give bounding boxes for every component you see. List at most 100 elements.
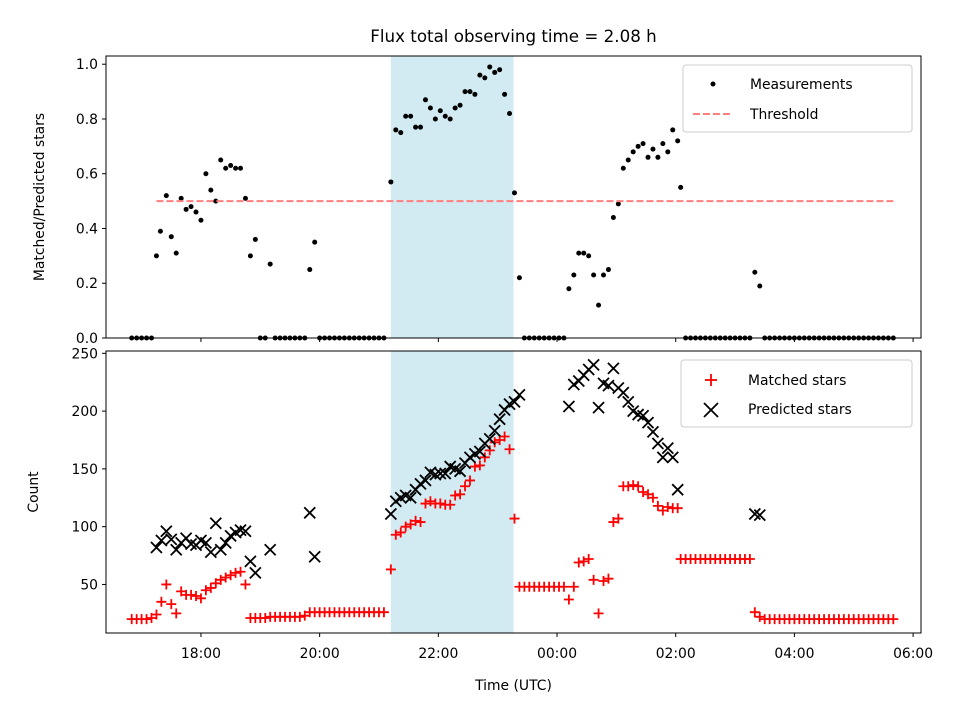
data-point-measurements	[203, 171, 209, 177]
data-point-matched-stars	[588, 574, 599, 585]
data-point-matched-stars	[633, 481, 644, 492]
bottom-y-tick-label: 200	[71, 404, 98, 420]
data-point-matched-stars	[240, 579, 251, 590]
data-point-predicted-stars	[592, 401, 605, 414]
legend-marker-matched	[705, 374, 717, 386]
data-point-predicted-stars	[508, 395, 521, 408]
data-point-predicted-stars	[622, 395, 635, 408]
data-point-matched-stars	[647, 492, 658, 503]
data-point-matched-stars	[489, 437, 500, 448]
data-point-measurements	[393, 127, 399, 133]
data-point-matched-stars	[558, 581, 569, 592]
data-point-measurements	[213, 198, 219, 204]
data-point-measurements	[610, 215, 616, 221]
data-point-predicted-stars	[384, 507, 397, 521]
data-point-measurements	[601, 272, 607, 278]
data-point-measurements	[670, 127, 676, 133]
data-point-measurements	[502, 91, 508, 97]
data-point-matched-stars	[484, 445, 495, 456]
data-point-matched-stars	[450, 490, 461, 501]
data-point-matched-stars	[628, 480, 639, 491]
data-point-measurements	[247, 253, 253, 259]
data-point-predicted-stars	[264, 543, 277, 556]
data-point-measurements	[635, 143, 641, 149]
data-point-matched-stars	[754, 611, 765, 622]
bottom-panel: 50 100 150 200 250 18:00 20:00 22:00 00:00 02:00…	[26, 346, 933, 694]
data-point-predicted-stars	[160, 525, 173, 538]
data-point-measurements	[413, 124, 419, 130]
data-point-measurements	[307, 267, 313, 273]
data-point-measurements	[233, 165, 239, 171]
top-y-tick-label: 0.0	[76, 331, 98, 347]
data-point-measurements	[437, 108, 443, 114]
data-point-matched-stars	[464, 475, 475, 486]
data-point-predicted-stars	[753, 508, 766, 522]
data-point-matched-stars	[568, 581, 579, 592]
data-point-matched-stars	[420, 498, 431, 509]
data-point-predicted-stars	[308, 550, 321, 563]
data-point-measurements	[625, 157, 631, 163]
data-point-matched-stars	[455, 489, 466, 500]
bottom-x-tick-label: 02:00	[656, 646, 696, 662]
data-point-measurements	[487, 64, 493, 70]
data-point-predicted-stars	[214, 543, 227, 556]
chart-title: Flux total observing time = 2.08 h	[370, 26, 656, 46]
top-y-tick-label: 1.0	[76, 57, 98, 73]
data-point-measurements	[163, 193, 169, 199]
data-point-matched-stars	[573, 557, 584, 568]
data-point-measurements	[571, 272, 577, 278]
data-point-matched-stars	[744, 554, 755, 565]
data-point-measurements	[457, 102, 463, 108]
data-point-matched-stars	[230, 567, 241, 578]
data-point-matched-stars	[225, 570, 236, 581]
bottom-series-marks	[126, 358, 899, 625]
top-axes-frame	[105, 55, 922, 339]
data-point-matched-stars	[504, 444, 515, 455]
data-point-matched-stars	[395, 527, 406, 538]
top-x-ticks	[200, 338, 914, 342]
bottom-x-tick-label: 18:00	[181, 646, 221, 662]
data-point-measurements	[678, 184, 684, 190]
bottom-x-tick-label: 04:00	[774, 646, 814, 662]
data-point-matched-stars	[390, 529, 401, 540]
data-point-matched-stars	[499, 431, 510, 442]
data-point-predicted-stars	[641, 416, 655, 429]
bottom-x-tick-label: 06:00	[893, 646, 933, 662]
bottom-y-tick-label: 100	[71, 520, 98, 536]
data-point-measurements	[183, 206, 189, 212]
data-point-measurements	[252, 236, 258, 242]
data-point-measurements	[218, 157, 224, 163]
data-point-predicted-stars	[219, 536, 232, 549]
data-point-predicted-stars	[244, 555, 257, 568]
data-point-predicted-stars	[493, 413, 506, 426]
data-point-predicted-stars	[562, 400, 576, 413]
data-point-matched-stars	[623, 481, 634, 492]
data-point-measurements	[408, 113, 414, 119]
top-panel: 0.0 0.2 0.4 0.6 0.8 1.0 Matched/Predicted sta…	[32, 55, 922, 347]
data-point-measurements	[462, 89, 468, 95]
bottom-x-ticks: 18:00 20:00 22:00 00:00 02:00 04:00 06:00	[181, 633, 933, 662]
data-point-measurements	[223, 165, 229, 171]
data-point-matched-stars	[400, 521, 411, 532]
data-point-measurements	[757, 283, 763, 289]
data-point-matched-stars	[652, 500, 663, 511]
data-point-predicted-stars	[209, 517, 222, 530]
top-highlight-span	[390, 56, 514, 338]
data-point-matched-stars	[425, 496, 436, 507]
data-point-matched-stars	[603, 573, 614, 584]
data-point-measurements	[188, 204, 194, 210]
data-point-predicted-stars	[587, 358, 600, 372]
data-point-matched-stars	[410, 515, 421, 526]
data-point-measurements	[566, 286, 572, 292]
top-y-tick-label: 0.6	[76, 167, 98, 183]
data-point-matched-stars	[191, 591, 202, 602]
data-point-measurements	[620, 165, 626, 171]
data-point-matched-stars	[460, 481, 471, 492]
data-point-matched-stars	[166, 599, 177, 610]
data-point-measurements	[432, 116, 438, 122]
data-point-matched-stars	[662, 502, 673, 513]
data-point-matched-stars	[260, 612, 271, 623]
data-point-predicted-stars	[419, 474, 432, 487]
data-point-predicted-stars	[646, 425, 660, 439]
data-point-predicted-stars	[404, 491, 417, 504]
